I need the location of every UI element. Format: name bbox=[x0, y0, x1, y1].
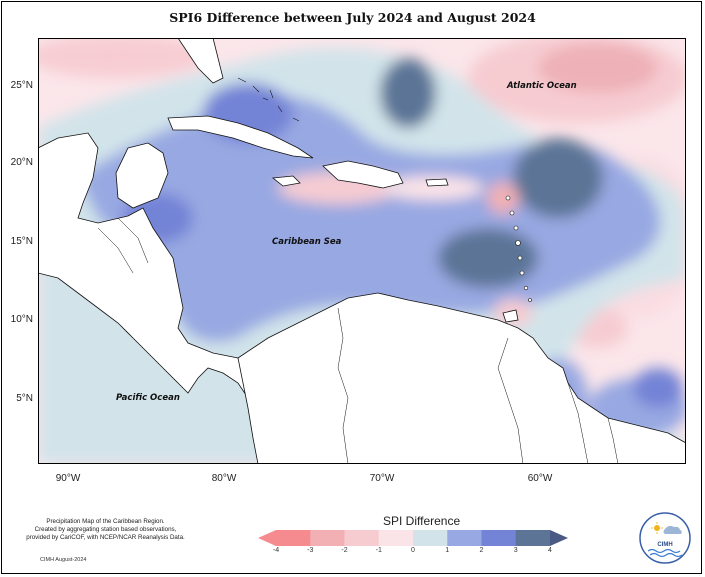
map-canvas bbox=[38, 38, 686, 464]
legend-tick-label: -3 bbox=[307, 547, 314, 554]
legend-cell bbox=[310, 530, 345, 546]
country-borders bbox=[97, 217, 619, 464]
lon-label-90w: 90°W bbox=[55, 473, 81, 484]
credit-text: Precipitation Map of the Caribbean Regio… bbox=[8, 518, 203, 542]
atlantic-ocean-label: Atlantic Ocean bbox=[507, 81, 577, 91]
lat-label-5n: 5°N bbox=[16, 393, 33, 404]
legend-title: SPI Difference bbox=[383, 514, 461, 528]
lon-label-70w: 70°W bbox=[369, 473, 395, 484]
land-masses bbox=[38, 38, 686, 464]
legend-tick-label: -4 bbox=[272, 547, 280, 554]
legend-arrow-right bbox=[550, 530, 568, 546]
credit-line: Created by aggregating station based obs… bbox=[34, 526, 177, 533]
map-title: SPI6 Difference between July 2024 and Au… bbox=[169, 10, 536, 25]
map-border bbox=[38, 38, 686, 464]
credit-line: provided by CariCOF, with NCEP/NCAR Rean… bbox=[26, 534, 185, 541]
legend-cell bbox=[378, 530, 414, 546]
legend-cell bbox=[344, 530, 380, 546]
footer-text: CIMH August-2024 bbox=[40, 557, 87, 563]
cimh-logo: CIMH bbox=[639, 512, 691, 564]
legend-cell bbox=[515, 530, 551, 546]
lat-label-10n: 10°N bbox=[10, 314, 33, 325]
legend-tick-label: 2 bbox=[479, 547, 484, 554]
logo-text: CIMH bbox=[657, 542, 672, 548]
lon-label-60w: 60°W bbox=[527, 473, 553, 484]
legend-tick-label: 0 bbox=[411, 547, 415, 554]
pacific-ocean-label: Pacific Ocean bbox=[116, 393, 180, 403]
lon-label-80w: 80°W bbox=[211, 473, 237, 484]
legend-tick-label: 1 bbox=[445, 547, 450, 554]
legend-cell bbox=[447, 530, 482, 546]
lat-label-20n: 20°N bbox=[10, 157, 33, 168]
map-panel bbox=[38, 38, 686, 464]
legend-cell bbox=[276, 530, 311, 546]
lesser-antilles bbox=[505, 195, 532, 302]
legend-cell bbox=[413, 530, 448, 546]
lat-label-15n: 15°N bbox=[10, 236, 33, 247]
legend-tick-label: -1 bbox=[375, 547, 382, 554]
credit-line: Precipitation Map of the Caribbean Regio… bbox=[46, 518, 165, 525]
lat-label-25n: 25°N bbox=[10, 80, 33, 91]
legend-tick-label: -2 bbox=[341, 547, 348, 554]
legend-colorbar bbox=[258, 530, 568, 546]
legend-arrow-left bbox=[258, 530, 276, 546]
legend-cell bbox=[481, 530, 517, 546]
legend-tick-label: 3 bbox=[513, 547, 518, 554]
caribbean-sea-label: Caribbean Sea bbox=[272, 237, 342, 247]
legend-tick-label: 4 bbox=[548, 547, 552, 554]
bahamas bbox=[237, 77, 300, 122]
